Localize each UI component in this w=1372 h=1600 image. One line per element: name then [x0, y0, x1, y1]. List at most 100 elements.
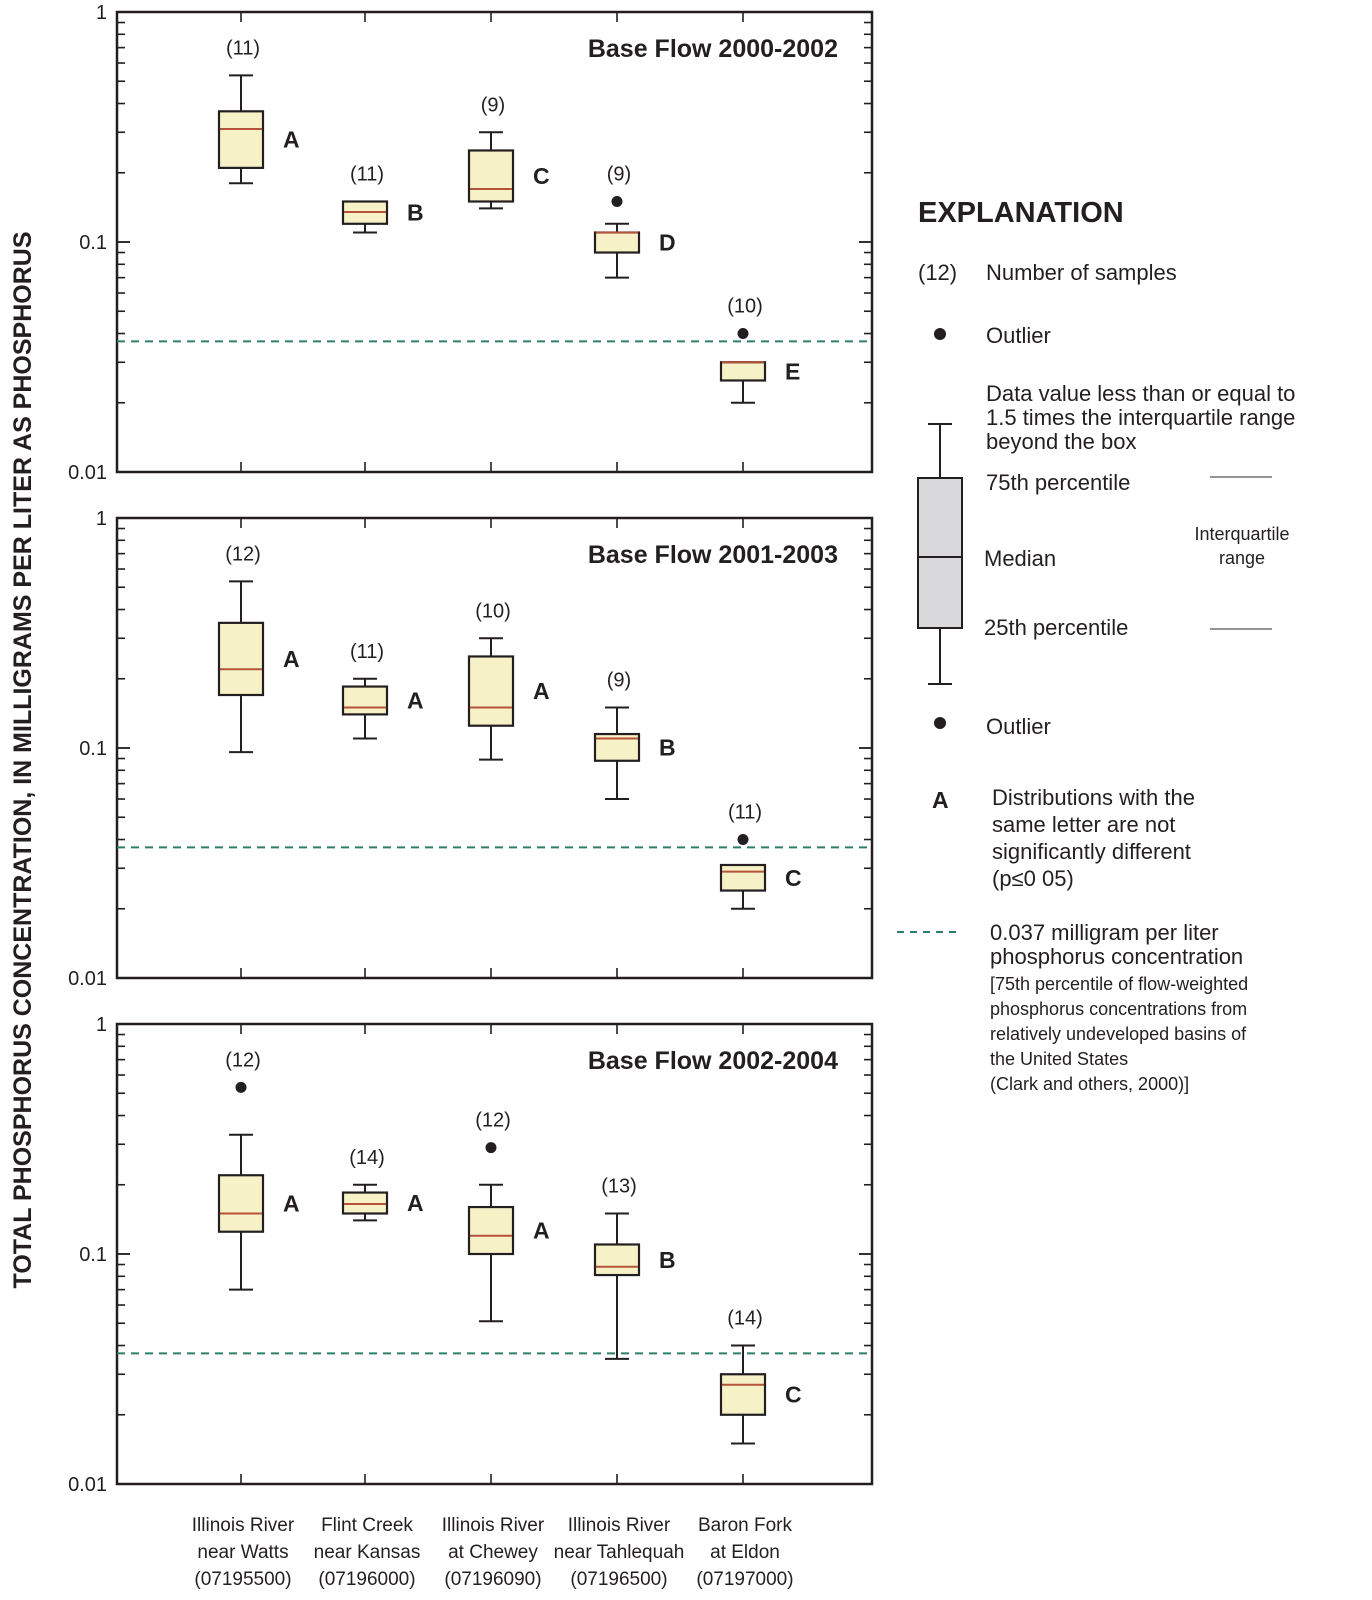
legend-whisker-text-1: Data value less than or equal to [986, 381, 1295, 406]
box-plot: (10) A [467, 600, 550, 761]
x-category-label: (07196000) [318, 1569, 415, 1590]
y-tick-label: 0.01 [68, 1474, 107, 1496]
legend-outlier-dot-top [934, 328, 946, 340]
box-plot: (14) A [341, 1147, 424, 1222]
sample-count: (12) [225, 1049, 261, 1071]
legend-letter-text-3: significantly different [992, 839, 1191, 864]
y-tick-label: 0.01 [68, 462, 107, 484]
sample-count: (13) [601, 1175, 637, 1197]
outlier-point [611, 195, 623, 207]
group-letter: B [659, 1247, 676, 1273]
legend-heading: EXPLANATION [918, 197, 1124, 229]
x-category-label: near Watts [197, 1542, 288, 1563]
legend-whisker-text-2: 1.5 times the interquartile range [986, 405, 1295, 430]
x-category-label: Illinois River [192, 1515, 295, 1536]
sample-count: (11) [350, 641, 384, 663]
iqr-box [719, 1373, 767, 1416]
iqr-box [593, 231, 641, 254]
box-plot: (9) C [467, 94, 550, 210]
sample-count: (10) [475, 600, 511, 622]
group-letter: A [533, 678, 550, 704]
x-category-label: near Kansas [314, 1542, 421, 1563]
iqr-box [217, 110, 265, 169]
legend-outlier-dot-bottom [934, 717, 946, 729]
outlier-point [485, 1142, 497, 1154]
x-category-label: Illinois River [568, 1515, 671, 1536]
sample-count: (11) [728, 802, 762, 824]
y-tick-label: 1 [96, 1014, 107, 1036]
legend-outlier-text-bottom: Outlier [986, 714, 1051, 739]
legend-line-note-3: relatively undeveloped basins of [990, 1024, 1247, 1044]
legend-samples-symbol: (12) [918, 260, 957, 285]
group-letter: C [785, 865, 802, 891]
iqr-box [719, 361, 767, 382]
group-letter: D [659, 230, 676, 256]
x-category-label: (07196090) [444, 1569, 541, 1590]
sample-count: (14) [349, 1147, 385, 1169]
legend-line-text-2: phosphorus concentration [990, 944, 1243, 969]
box-plot: (13) B [593, 1175, 676, 1360]
sample-count: (9) [607, 669, 631, 691]
box-plot: (9) D [593, 163, 676, 279]
legend-letter-text-2: same letter are not [992, 812, 1175, 837]
sample-count: (9) [481, 94, 505, 116]
iqr-box [719, 863, 767, 892]
box-plot: (9) B [593, 669, 676, 801]
plot-frame [115, 10, 874, 474]
iqr-box [217, 621, 265, 697]
x-category-label: at Eldon [710, 1542, 780, 1563]
group-letter: A [283, 127, 300, 153]
iqr-box [467, 149, 515, 203]
box-plot: (11) B [341, 163, 424, 234]
box-plot: (14) C [719, 1308, 802, 1445]
legend-p25-text: 25th percentile [984, 615, 1128, 640]
legend-whisker-text-3: beyond the box [986, 429, 1136, 454]
x-category-label: (07197000) [696, 1569, 793, 1590]
legend-iqr-text-2: range [1219, 548, 1265, 568]
y-tick-label: 0.1 [79, 738, 107, 760]
legend-letter-text-4: (p≤0 05) [992, 866, 1074, 891]
box-plot: (12) A [217, 1049, 300, 1291]
legend-letter-text-1: Distributions with the [992, 785, 1195, 810]
legend-line-note-5: (Clark and others, 2000)] [990, 1074, 1189, 1094]
sample-count: (9) [607, 163, 631, 185]
box-plot: (11) C [719, 802, 802, 910]
group-letter: A [533, 1218, 550, 1244]
legend-explanation: EXPLANATION (12) Number of samples Outli… [897, 197, 1295, 1094]
legend-letter-symbol: A [932, 787, 949, 813]
x-category-label: at Chewey [448, 1542, 538, 1563]
x-category-label: near Tahlequah [554, 1542, 685, 1563]
legend-outlier-text-top: Outlier [986, 323, 1051, 348]
iqr-box [217, 1174, 265, 1233]
group-letter: A [283, 646, 300, 672]
x-category-label: (07195500) [194, 1569, 291, 1590]
legend-samples-text: Number of samples [986, 260, 1177, 285]
group-letter: C [785, 1382, 802, 1408]
panel-base-flow-2000-2002: 1 0.1 0.01 Base Flow 2000-2002 (11) A (11) B (9)… [68, 2, 874, 484]
sample-count: (12) [475, 1110, 511, 1132]
panel-title: Base Flow 2001-2003 [588, 541, 838, 569]
iqr-box [341, 685, 389, 716]
group-letter: B [407, 200, 424, 226]
outlier-point [737, 328, 749, 340]
y-tick-label: 1 [96, 508, 107, 530]
box-plot: (10) E [719, 296, 800, 404]
legend-p75-text: 75th percentile [986, 470, 1130, 495]
y-tick-label: 1 [96, 2, 107, 24]
x-category-labels: Illinois River near Watts (07195500) Flint … [192, 1515, 794, 1590]
group-letter: C [533, 163, 550, 189]
legend-line-note-2: phosphorus concentrations from [990, 999, 1247, 1019]
box-plot: (12) A [467, 1110, 550, 1323]
sample-count: (11) [226, 37, 260, 59]
box-plot: (11) A [217, 37, 300, 185]
sample-count: (10) [727, 296, 763, 318]
group-letter: E [785, 358, 800, 384]
sample-count: (11) [350, 163, 384, 185]
sample-count: (12) [225, 543, 261, 565]
group-letter: B [659, 734, 676, 760]
plot-frame [115, 516, 874, 980]
iqr-box [593, 1243, 641, 1277]
